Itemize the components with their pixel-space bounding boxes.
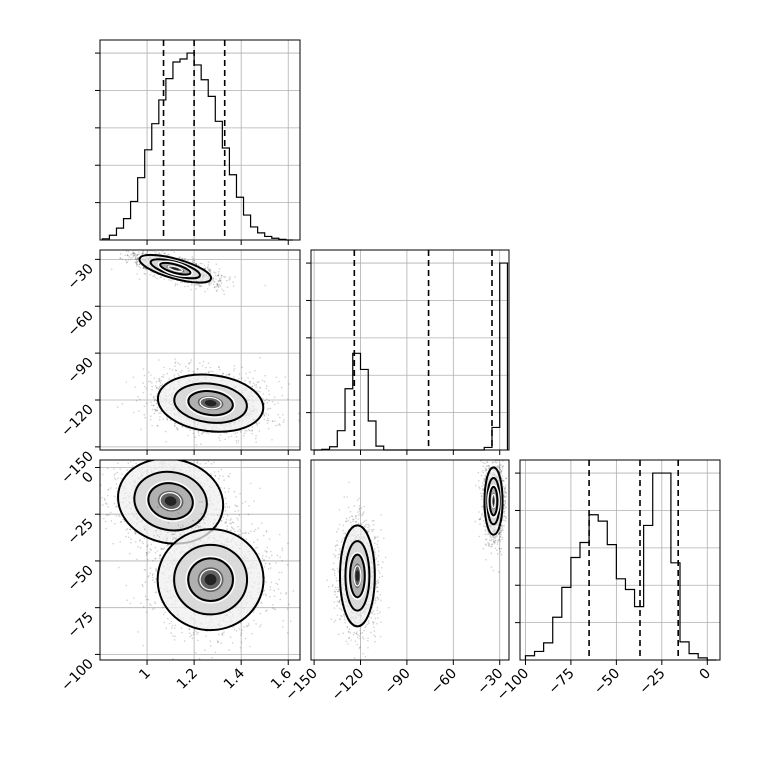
hist-p2-xtick-label: 0 [696,666,714,684]
scatter-p0-p2-ytick-label: −25 [65,516,97,548]
scatter-p0-p2-cluster-0-contour [117,460,225,545]
scatter-p0-p1-cluster-1-contour [156,373,265,433]
scatter-p0-p1-ytick-label: −60 [65,308,97,340]
scatter-p1-p2-cluster-0-contour [353,565,362,587]
scatter-p0-p2-cluster-1-contour-halo [185,555,236,604]
scatter-p0-p2-xtick-label: 1.4 [221,665,248,692]
hist-p2-frame [519,459,721,661]
scatter-p0-p2-cluster-1-density [204,574,217,586]
scatter-p0-p1-cluster-0-contour [138,253,213,284]
scatter-p0-p2-xtick-label: 1 [136,666,154,684]
scatter-p0-p1-cluster-0-density [171,267,180,271]
hist-p2-xtick-label: −25 [636,666,668,698]
scatter-p0-p1-cluster-0-contour [149,258,201,280]
scatter-p0-p2-ytick-label: 0 [79,469,97,487]
scatter-p0-p1-cluster-1-density [204,399,217,407]
scatter-p0-p1-cluster-1-contour [199,396,222,410]
scatter-p0-p1-cluster-0-contour [167,265,184,273]
scatter-p0-p1-ytick-label: −90 [65,355,97,387]
scatter-p0-p2-cluster-1-contour [173,543,249,616]
scatter-p0-p1-cluster-0-contour [159,261,192,276]
scatter-p1-p2-cluster-1-density [492,497,495,505]
scatter-p0-p2-ytick-label: −50 [65,562,97,594]
scatter-p0-p2-cluster-0-density [164,496,177,506]
hist-p2-xtick-label: −50 [591,666,623,698]
scatter-p0-p1-frame [99,249,301,451]
scatter-p1-p2-frame [310,459,510,661]
panel-scatter-p0-p1: −30−60−90−120−150 [58,249,301,487]
panel-hist-p1 [306,249,510,455]
scatter-p0-p2-ytick-label: −100 [58,656,97,695]
scatter-p1-p2-xtick-label: −90 [382,666,414,698]
scatter-p1-p2-xtick-label: −120 [329,666,368,705]
scatter-p1-p2-cluster-0-contour-halo [347,551,368,600]
panel-scatter-p1-p2: −150 −120 −90 −60 −30 [282,459,510,705]
scatter-p1-p2-cluster-0-contour [344,540,371,612]
hist-p0-frame [99,39,301,241]
scatter-p1-p2-xtick-label: −60 [428,666,460,698]
panel-hist-p2: −100 −75 −50 −25 0 [494,459,721,704]
scatter-p0-p1-cluster-1-contour [187,390,234,417]
scatter-p0-p2-plot-area [100,460,295,660]
scatter-p0-p2-cluster-1-contour [199,568,222,591]
scatter-p1-p2-cluster-1-contour [491,493,496,509]
hist-p1-frame [310,249,510,451]
scatter-p0-p2-ytick-label: −75 [65,609,97,641]
scatter-p0-p2-cluster-0-contour [133,470,208,532]
hist-p2-histogram-steps [524,472,717,661]
scatter-p1-p2-cluster-0-contour [339,524,376,628]
scatter-p0-p1-ytick-label: −120 [58,402,97,441]
scatter-p1-p2-cluster-0-density [355,570,360,582]
scatter-p0-p2-cluster-0-contour [159,492,182,511]
scatter-p1-p2-cluster-1-contour [488,485,499,517]
scatter-p0-p2-cluster-0-contour [147,482,194,521]
hist-p1-histogram-steps [314,262,509,451]
hist-p2-xtick-label: −75 [546,666,578,698]
scatter-p1-p2-cluster-1-contour [483,466,504,536]
hist-p0-histogram-steps [101,52,293,241]
panel-scatter-p0-p2: 0−25−50−75−100 1 1.2 1.4 1.6 [58,459,301,695]
scatter-p0-p2-xtick-label: 1.2 [174,666,201,693]
scatter-p1-p2-cluster-1-contour-halo [487,484,500,518]
scatter-p0-p2-cluster-1-contour [187,557,234,602]
scatter-p1-p2-plot-area [326,460,508,659]
scatter-p1-p2-cluster-0-contour [349,553,366,599]
panel-hist-p0 [95,39,301,245]
scatter-p0-p1-cluster-1-contour [173,382,248,424]
scatter-p0-p1-ytick-label: −30 [65,261,97,293]
scatter-p0-p2-cluster-0-contour-halo [145,480,196,522]
scatter-p0-p2-frame [99,459,301,661]
scatter-p0-p1-plot-area [110,250,300,446]
scatter-p0-p2-cluster-1-contour [156,528,265,632]
scatter-p0-p1-cluster-1-contour-halo [185,388,236,418]
scatter-p0-p1-cluster-0-contour-halo [157,260,193,277]
